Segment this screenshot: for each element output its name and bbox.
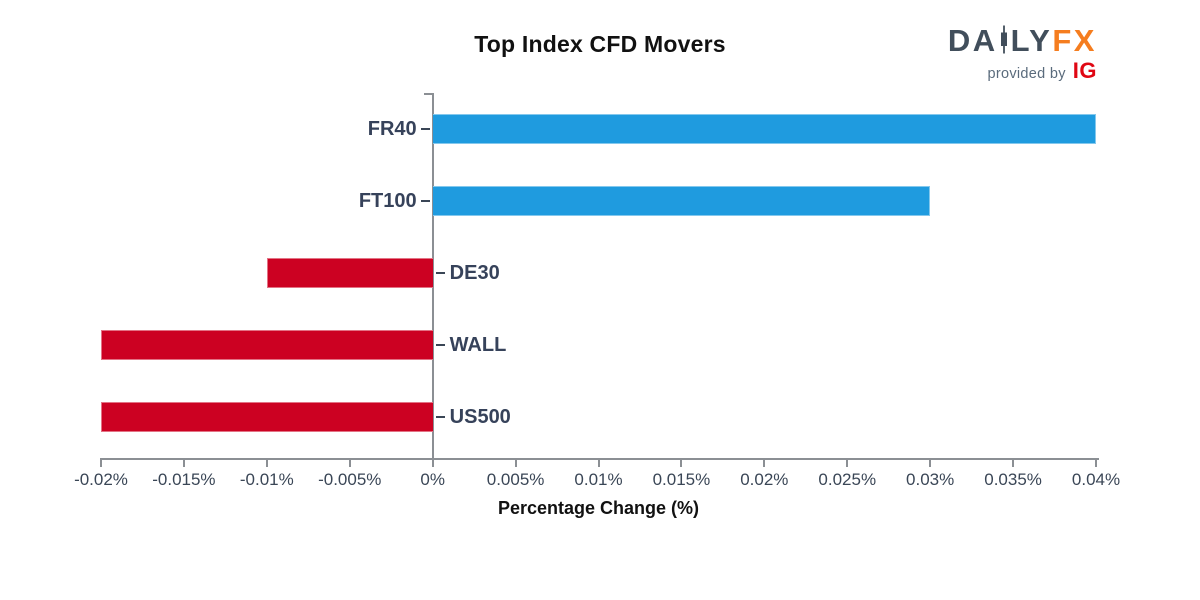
x-tick-label: 0.01%	[574, 470, 623, 489]
bar-us500	[101, 402, 433, 432]
x-tick-label: 0.02%	[740, 470, 789, 489]
logo-tagline: provided by IG	[948, 58, 1097, 84]
dailyfx-wordmark: DA LYFX	[948, 25, 1097, 57]
category-tick-fr40	[420, 128, 430, 130]
logo-text-fx: FX	[1052, 23, 1097, 58]
x-tick-mark	[182, 460, 185, 467]
x-tick-mark	[100, 460, 102, 467]
x-tick-mark	[1012, 460, 1015, 467]
x-tick-mark	[846, 460, 849, 467]
chart-title: Top Index CFD Movers	[474, 31, 726, 57]
x-tick-mark	[431, 460, 434, 467]
x-tick-label: 0.025%	[818, 470, 877, 489]
y-axis-line	[431, 93, 434, 460]
category-tick-de30	[435, 272, 445, 274]
logo-text-ly: LY	[1010, 23, 1053, 58]
x-tick-mark	[514, 460, 517, 467]
category-label-de30: DE30	[449, 262, 500, 284]
category-label-fr40: FR40	[367, 118, 417, 140]
bar-wall	[101, 330, 433, 360]
y-axis-top-cap	[423, 93, 433, 95]
x-tick-label: 0.04%	[1071, 470, 1121, 489]
x-tick-mark	[929, 460, 932, 467]
dailyfx-logo: DA LYFX provided by IG	[948, 25, 1097, 84]
category-tick-wall	[435, 344, 445, 346]
x-tick-label: 0%	[420, 470, 445, 489]
category-label-wall: WALL	[449, 334, 507, 356]
x-tick-label: 0.03%	[906, 470, 955, 489]
category-label-us500: US500	[449, 406, 511, 428]
x-tick-label: 0.035%	[984, 470, 1042, 489]
x-tick-label: -0.015%	[152, 470, 216, 489]
x-tick-mark	[265, 460, 268, 467]
ig-logo: IG	[1072, 58, 1097, 83]
x-tick-mark	[680, 460, 683, 467]
x-tick-label: -0.01%	[239, 470, 294, 489]
x-tick-label: 0.005%	[486, 470, 545, 489]
x-tick-mark	[348, 460, 351, 467]
x-tick-mark	[763, 460, 766, 467]
category-tick-us500	[435, 416, 445, 418]
x-tick-label: 0.015%	[652, 470, 711, 489]
x-tick-label: -0.02%	[74, 470, 128, 489]
logo-text-da: DA	[947, 23, 998, 58]
bar-de30	[266, 258, 433, 288]
provided-by-text: provided by	[987, 66, 1066, 82]
x-tick-mark	[597, 460, 600, 467]
bar-ft100	[432, 186, 931, 216]
x-axis-label: Percentage Change (%)	[497, 498, 700, 518]
x-tick-mark	[1095, 460, 1097, 467]
bar-fr40	[432, 114, 1096, 144]
x-tick-label: -0.005%	[318, 470, 382, 489]
x-axis-line	[100, 458, 1099, 460]
candlestick-icon	[999, 25, 1009, 54]
category-label-ft100: FT100	[358, 190, 417, 212]
category-tick-ft100	[420, 200, 430, 202]
